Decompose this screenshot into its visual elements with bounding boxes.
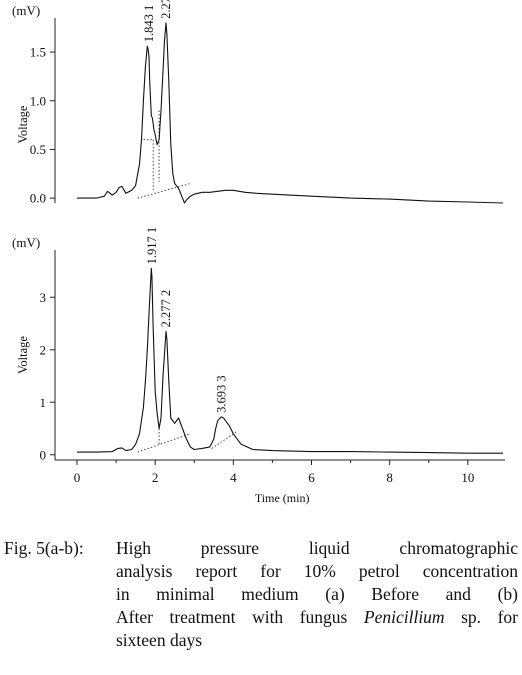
chromatogram-panel-a: (mV) 0.0 0.5 1.0 1.5 Voltage 1.843 12.277 2 [12,0,504,206]
caption-label: Fig. 5(a-b): [4,538,84,558]
panel-a-y-tick-label: 0.0 [30,191,46,206]
caption-line-3: in minimal medium (a) Before and (b) [116,584,518,604]
panel-b-y-tick-label: 0 [40,447,47,462]
panel-a-peak-label: 1.843 1 [142,5,156,43]
panel-b-integration-baseline [137,433,191,453]
caption-line-5: sixteen days [116,630,203,650]
panel-a-signal-trace [77,22,504,204]
panel-b-y-axis-title: Voltage [16,336,30,374]
panel-b-x-tick-label: 2 [152,470,159,485]
panel-b-signal-trace [77,267,503,454]
caption-line-4: After treatment with fungus Penicillium … [116,607,518,627]
caption-line-1: High pressure liquid chromatographic [116,538,518,558]
panel-a-unit-label: (mV) [12,3,40,18]
panel-b-y-tick-label: 2 [40,342,47,357]
panel-b-x-tick-label: 10 [461,470,474,485]
panel-a-peak-label: 2.277 2 [159,0,173,19]
figure-caption: Fig. 5(a-b): High pressure liquid chroma… [4,537,518,652]
panel-b-x-tick-label: 6 [308,470,315,485]
panel-a-y-axis-title: Voltage [16,105,30,143]
panel-b-x-axis-title: Time (min) [255,491,310,505]
panel-a-y-tick-label: 1.0 [30,93,46,108]
panel-b-peak-label: 1.917 1 [145,227,159,265]
panel-b-y-tick-label: 3 [40,290,47,305]
panel-a-integration-baseline [137,183,191,199]
panel-b-x-tick-label: 8 [386,470,393,485]
panel-b-y-tick-label: 1 [40,395,47,410]
caption-line-2: analysis report for 10% petrol concentra… [116,561,518,581]
caption-text: High pressure liquid chromatographic ana… [116,537,518,652]
panel-a-y-tick-label: 1.5 [30,45,46,60]
panel-a-y-tick-label: 0.5 [30,142,46,157]
panel-b-x-tick-label: 4 [230,470,237,485]
chromatogram-panel-b: (mV) 0 1 2 3 Voltage 1.917 1 2.277 2 3.693 3 0 2 4 6… [12,227,505,505]
panel-b-unit-label: (mV) [12,235,40,250]
genus-name: Penicillium [363,607,445,627]
panel-b-peak-label: 2.277 2 [159,290,173,328]
panel-b-x-tick-label: 0 [74,470,81,485]
panel-b-peak-label: 3.693 3 [214,375,228,413]
